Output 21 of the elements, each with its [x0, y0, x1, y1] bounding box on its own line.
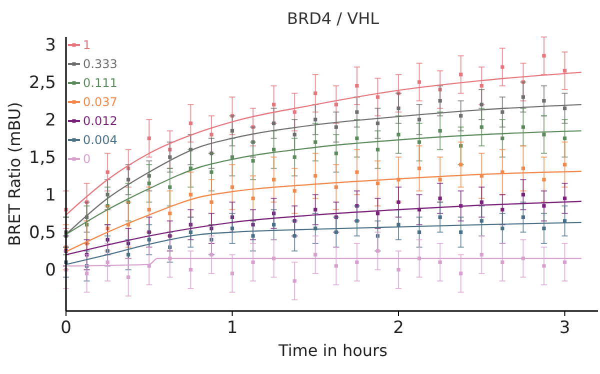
y-tick-label: 3: [45, 35, 56, 56]
y-tick-label: 2: [45, 110, 56, 131]
y-tick-label: 0,5: [28, 223, 56, 244]
y-tick-label: 1: [45, 186, 56, 206]
legend-label: 0.037: [83, 95, 118, 110]
x-tick-label: 0: [60, 318, 72, 338]
legend-label: 0: [83, 152, 91, 166]
y-tick-label: 2,5: [28, 72, 56, 93]
x-tick-label: 2: [393, 318, 404, 338]
legend-label: 0.012: [83, 114, 118, 128]
legend-label: 0.333: [83, 57, 118, 72]
legend-label: 1: [83, 38, 91, 52]
x-tick-label: 3: [559, 318, 570, 338]
chart-title: BRD4 / VHL: [286, 9, 380, 28]
y-tick-label: 1,5: [28, 148, 56, 168]
x-tick-label: 1: [226, 318, 238, 338]
y-axis-title: BRET Ratio (mBU): [5, 102, 24, 246]
legend-label: 0.111: [83, 76, 118, 90]
legend-label: 0.004: [83, 133, 118, 148]
y-tick-label: 0: [45, 260, 56, 281]
x-axis-title: Time in hours: [278, 341, 388, 360]
